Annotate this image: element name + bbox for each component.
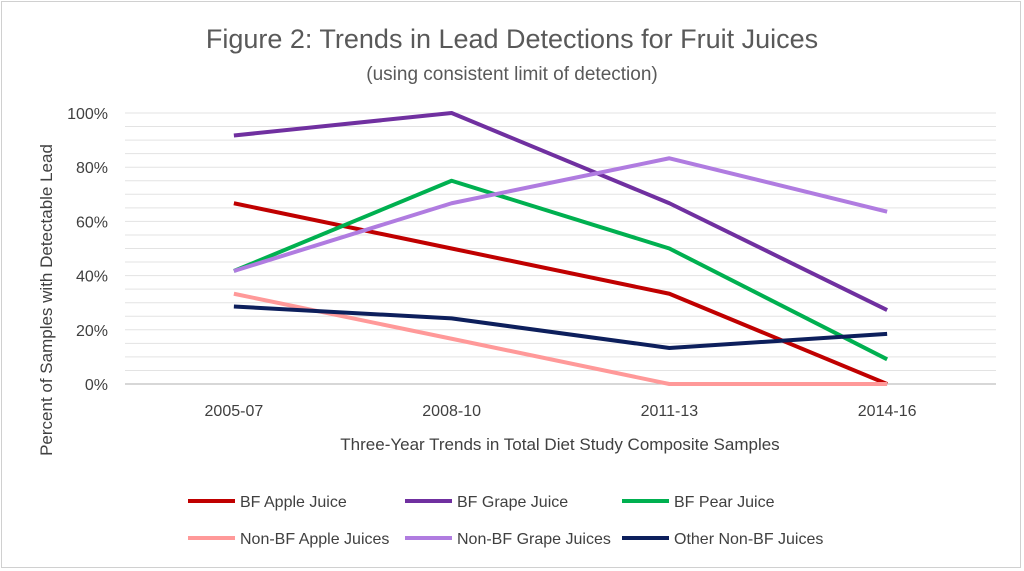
y-tick-label: 0% bbox=[85, 377, 108, 394]
x-axis-ticks: 2005-07 2008-10 2011-13 2014-16 bbox=[205, 403, 917, 420]
y-tick-label: 80% bbox=[76, 160, 108, 177]
chart-title: Figure 2: Trends in Lead Detections for … bbox=[206, 24, 818, 54]
y-axis-title: Percent of Samples with Detectable Lead bbox=[37, 144, 56, 456]
series-lines bbox=[233, 111, 889, 386]
series-line bbox=[233, 178, 889, 362]
chart-subtitle: (using consistent limit of detection) bbox=[366, 64, 657, 85]
y-tick-label: 40% bbox=[76, 269, 108, 286]
grid-lines bbox=[125, 112, 996, 385]
legend-label: Non-BF Apple Juices bbox=[240, 531, 389, 548]
x-tick-label: 2008-10 bbox=[422, 403, 481, 420]
series-line bbox=[233, 304, 888, 350]
y-axis-ticks: 0% 20% 40% 60% 80% 100% bbox=[67, 106, 108, 394]
legend-label: BF Apple Juice bbox=[240, 494, 347, 511]
legend-label: BF Pear Juice bbox=[674, 494, 775, 511]
y-tick-label: 60% bbox=[76, 214, 108, 231]
series-line bbox=[233, 291, 888, 386]
x-axis-title: Three-Year Trends in Total Diet Study Co… bbox=[340, 435, 779, 454]
legend-label: Non-BF Grape Juices bbox=[457, 531, 611, 548]
series-line bbox=[233, 156, 888, 273]
legend: BF Apple Juice BF Grape Juice BF Pear Juic… bbox=[188, 494, 823, 548]
x-tick-label: 2014-16 bbox=[858, 403, 917, 420]
series-line bbox=[233, 111, 889, 312]
y-tick-label: 100% bbox=[67, 106, 108, 123]
x-tick-label: 2011-13 bbox=[641, 403, 699, 420]
x-tick-label: 2005-07 bbox=[205, 403, 264, 420]
legend-label: Other Non-BF Juices bbox=[674, 531, 823, 548]
y-tick-label: 20% bbox=[76, 323, 108, 340]
legend-label: BF Grape Juice bbox=[457, 494, 568, 511]
